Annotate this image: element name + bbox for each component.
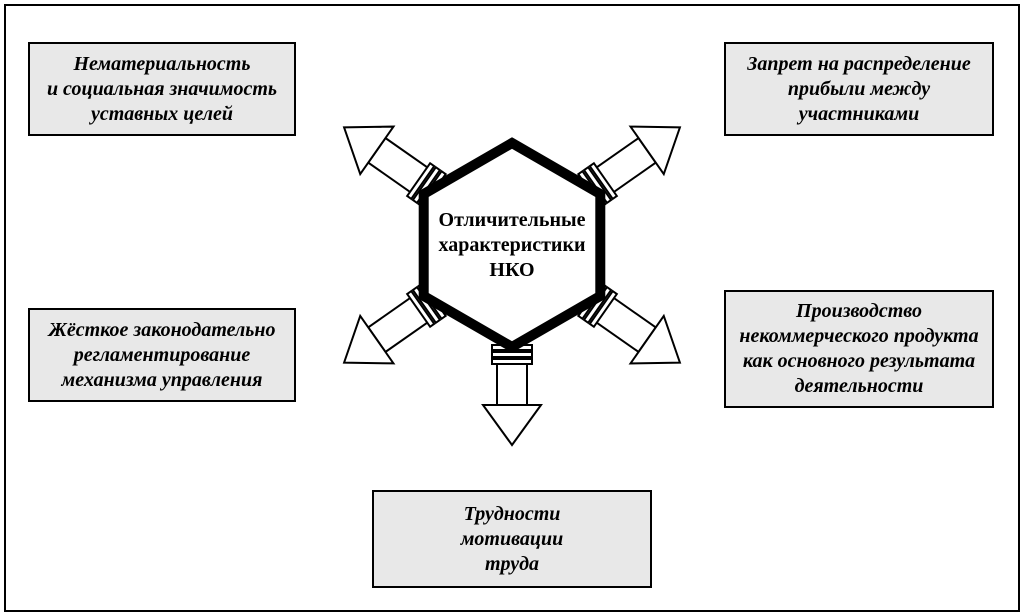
box-top-right: Запрет на распределениеприбыли междуучас…: [724, 42, 994, 136]
box-top-left-text: Нематериальностьи социальная значимостьу…: [47, 52, 277, 127]
box-mid-left: Жёсткое законодательнорегламентированием…: [28, 308, 296, 402]
box-bottom: Трудностимотивациитруда: [372, 490, 652, 588]
box-top-right-text: Запрет на распределениеприбыли междуучас…: [747, 52, 971, 127]
box-mid-right: Производствонекоммерческого продуктакак …: [724, 290, 994, 408]
center-hex-label: ОтличительныехарактеристикиНКО: [422, 205, 602, 285]
box-mid-right-text: Производствонекоммерческого продуктакак …: [739, 299, 978, 399]
box-top-left: Нематериальностьи социальная значимостьу…: [28, 42, 296, 136]
box-mid-left-text: Жёсткое законодательнорегламентированием…: [48, 318, 275, 393]
box-bottom-text: Трудностимотивациитруда: [461, 502, 564, 577]
